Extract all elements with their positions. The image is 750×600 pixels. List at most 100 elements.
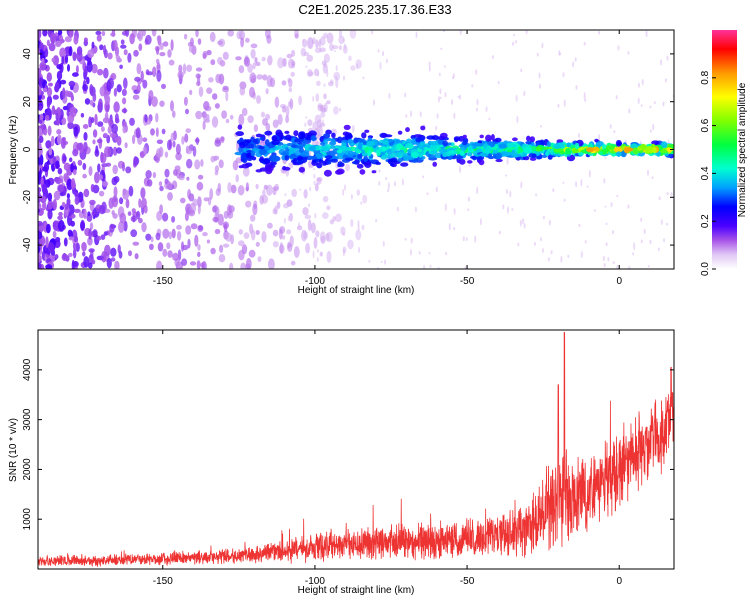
noise-blob (225, 118, 230, 124)
noise-blob (96, 235, 102, 241)
noise-blob (140, 187, 146, 199)
noise-streak (385, 58, 388, 64)
noise-streak (603, 262, 606, 268)
noise-blob (75, 242, 80, 252)
noise-streak (491, 55, 494, 60)
noise-blob (304, 214, 312, 220)
noise-blob (194, 138, 200, 143)
x-tick-label: -100 (305, 576, 325, 587)
noise-blob (86, 76, 90, 85)
ridge-blob (644, 150, 652, 154)
noise-streak (312, 95, 315, 102)
noise-blob (222, 87, 230, 93)
spectrogram-marks (38, 30, 674, 269)
y-tick-label: -20 (22, 190, 33, 205)
noise-blob (56, 129, 62, 135)
noise-blob (159, 100, 165, 107)
noise-streak (522, 218, 524, 225)
ridge-blob (313, 145, 323, 151)
noise-blob (116, 84, 122, 93)
noise-blob (187, 189, 192, 199)
noise-blob (316, 80, 321, 87)
noise-blob (227, 30, 234, 37)
noise-blob (102, 132, 108, 138)
noise-streak (588, 169, 591, 178)
noise-blob (147, 179, 153, 187)
noise-streak (641, 78, 644, 86)
noise-blob (100, 126, 105, 132)
noise-blob (338, 45, 343, 51)
noise-blob (172, 140, 176, 148)
noise-blob (89, 222, 94, 231)
ridge-blob (258, 146, 265, 150)
noise-blob (124, 142, 128, 149)
noise-streak (437, 266, 440, 269)
noise-streak (434, 133, 436, 136)
colorbar-tick-label: 0.2 (700, 214, 711, 228)
noise-blob (55, 155, 60, 163)
noise-streak (358, 246, 361, 253)
noise-blob (335, 213, 342, 223)
noise-blob (188, 209, 196, 217)
noise-streak (653, 101, 656, 105)
ridge-blob (472, 145, 477, 149)
noise-streak (598, 30, 601, 35)
ridge-blob (259, 156, 265, 164)
ridge-blob (454, 155, 464, 160)
noise-blob (330, 79, 334, 85)
noise-blob (69, 106, 77, 118)
noise-streak (360, 201, 363, 205)
colorbar-tick-label: 0.0 (700, 262, 711, 276)
noise-blob (165, 181, 173, 190)
noise-streak (602, 255, 605, 262)
noise-blob (228, 205, 235, 213)
noise-blob (322, 212, 329, 220)
noise-streak (664, 78, 667, 83)
noise-streak (362, 76, 365, 80)
noise-blob (40, 195, 47, 204)
ridge-blob (493, 150, 499, 154)
noise-blob (222, 221, 229, 229)
noise-blob (38, 67, 42, 76)
noise-blob (109, 132, 117, 138)
noise-streak (439, 88, 442, 95)
noise-streak (593, 209, 596, 212)
noise-blob (47, 125, 52, 136)
noise-blob (170, 132, 175, 142)
y-tick-label: 20 (22, 96, 33, 108)
ridge-blob (495, 158, 503, 163)
noise-blob (274, 96, 280, 108)
noise-streak (356, 63, 359, 70)
ridge-blob (357, 153, 363, 159)
noise-blob (323, 32, 328, 39)
noise-blob (38, 202, 42, 210)
noise-blob (46, 223, 51, 234)
noise-blob (114, 260, 120, 269)
noise-streak (507, 206, 509, 214)
noise-blob (41, 57, 45, 63)
noise-streak (660, 59, 663, 66)
noise-streak (396, 206, 399, 212)
ridge-blob (660, 141, 668, 149)
noise-blob (286, 53, 293, 59)
noise-streak (357, 220, 360, 227)
noise-blob (326, 205, 331, 211)
noise-blob (66, 91, 73, 98)
noise-blob (96, 34, 102, 42)
noise-streak (607, 257, 610, 262)
ridge-blob (391, 146, 396, 152)
ridge-blob (285, 134, 292, 141)
noise-blob (194, 234, 199, 247)
noise-blob (61, 56, 65, 65)
noise-blob (170, 100, 174, 112)
noise-blob (206, 239, 210, 244)
noise-streak (439, 96, 442, 100)
noise-streak (584, 240, 587, 244)
noise-streak (342, 248, 345, 257)
ridge-blob (255, 133, 263, 138)
noise-streak (516, 115, 519, 124)
noise-blob (186, 176, 190, 181)
noise-blob (320, 104, 326, 113)
noise-streak (343, 43, 346, 50)
